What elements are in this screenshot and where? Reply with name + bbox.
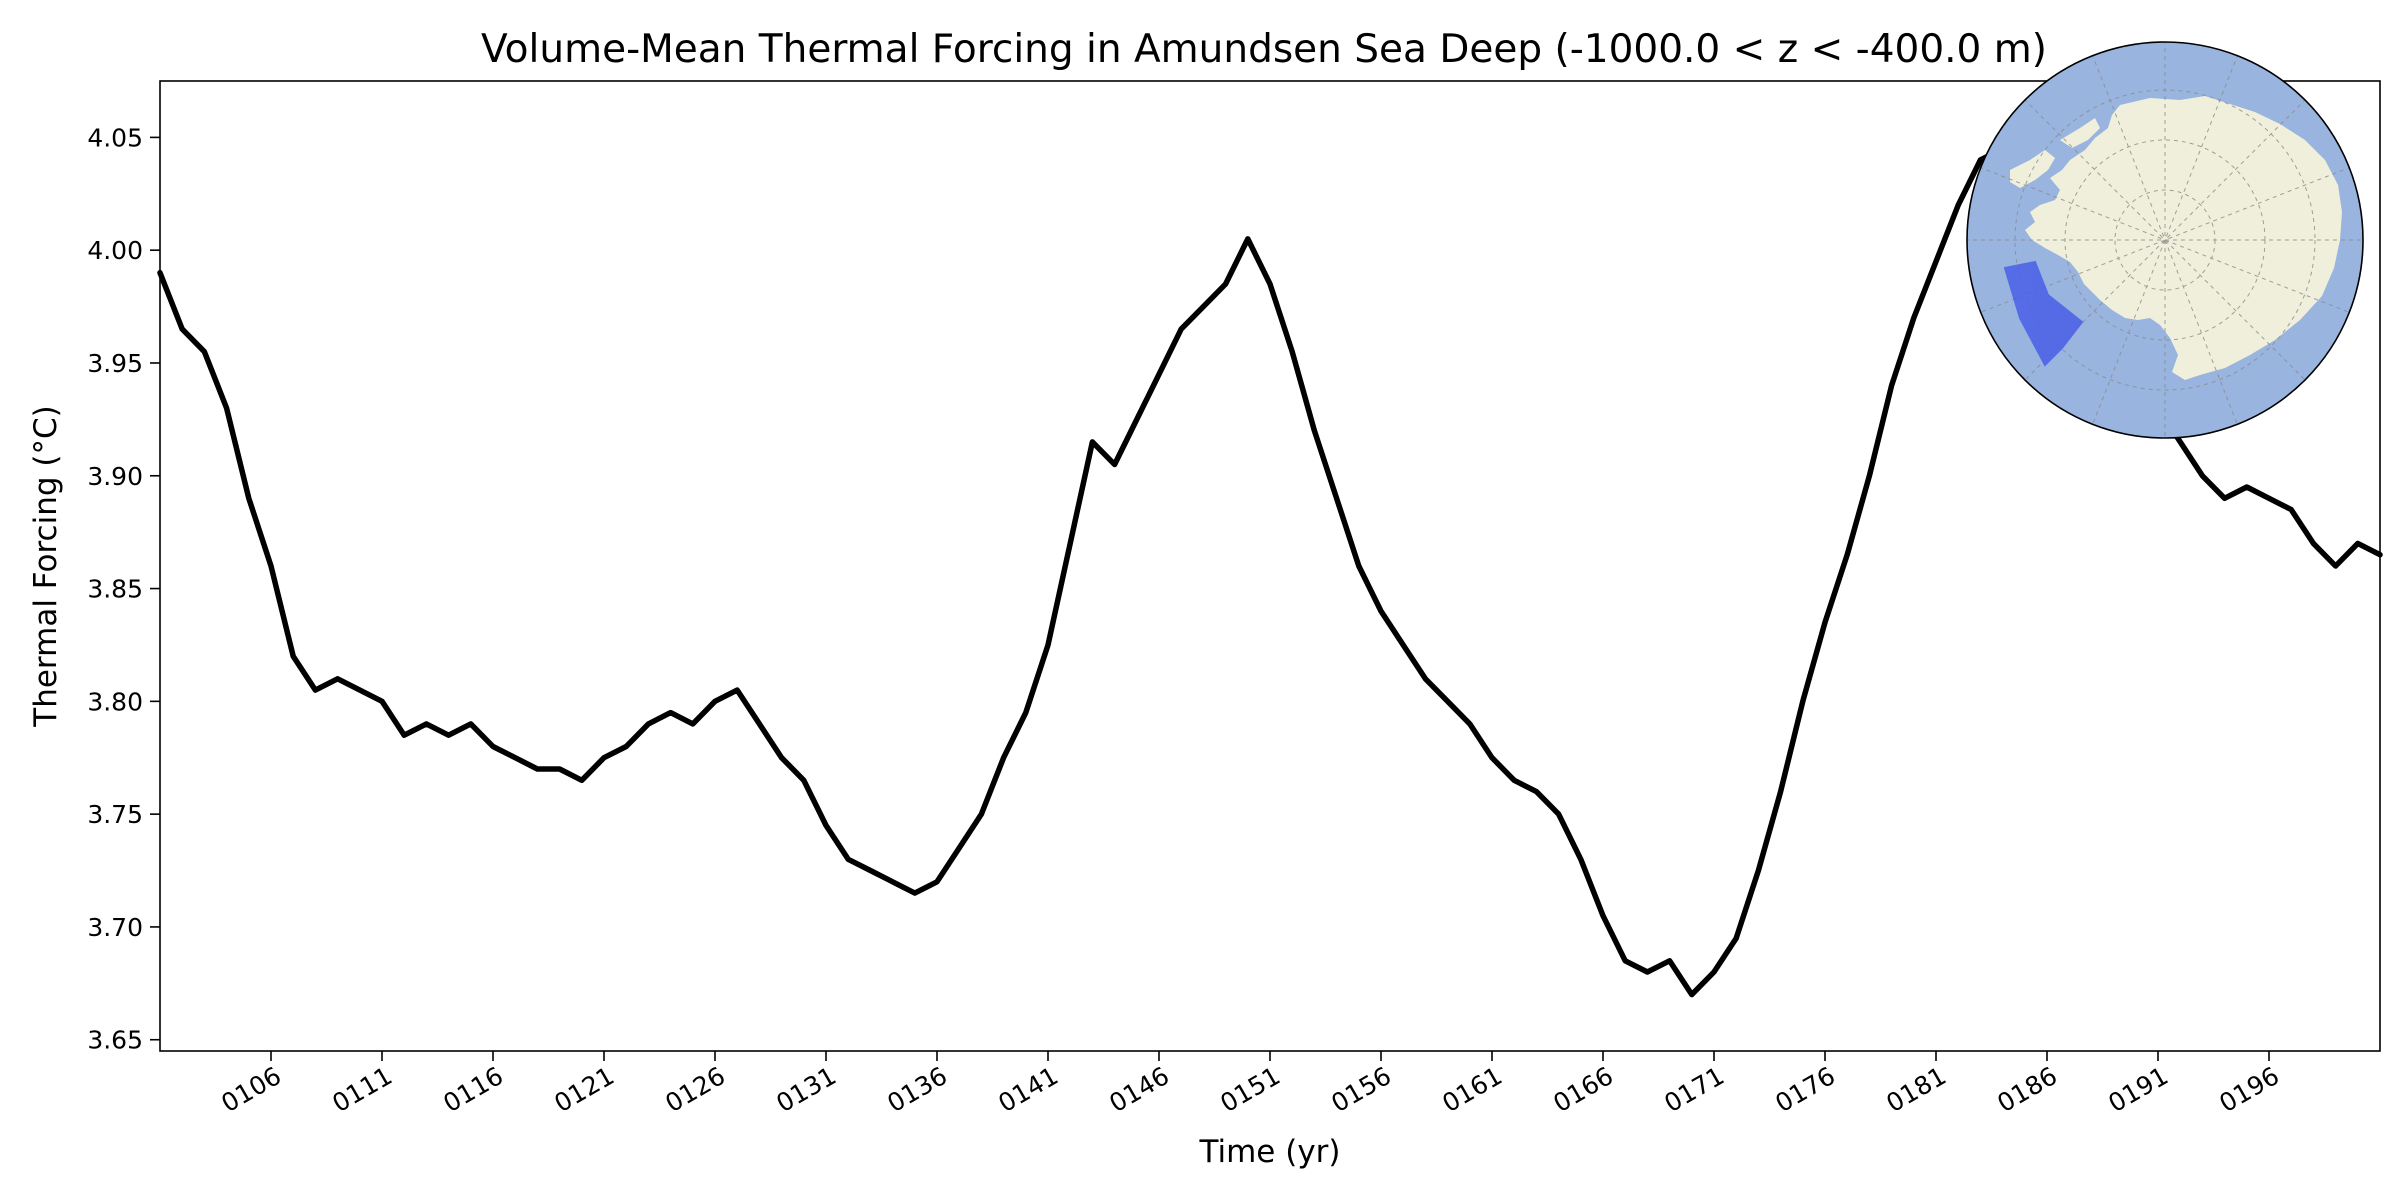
inset-map-antarctica [1966,41,2364,439]
x-tick-label: 0146 [1104,1061,1174,1118]
x-tick-label: 0141 [993,1061,1063,1118]
x-tick-label: 0186 [1992,1061,2062,1118]
x-tick-label: 0196 [2214,1061,2284,1118]
y-tick-label: 3.70 [87,913,143,942]
antarctica-landmass-icon [2010,96,2342,380]
y-axis-label: Thermal Forcing (°C) [28,405,64,727]
map-graticule [1967,42,2363,438]
x-tick-label: 0181 [1881,1061,1951,1118]
x-axis-label: Time (yr) [1199,1134,1341,1170]
x-axis: 0106 0111 0116 0121 0126 0131 0136 0141 0146 0151… [216,1051,2284,1118]
amundsen-sea-region [2003,260,2084,367]
y-tick-label: 3.85 [87,575,143,604]
y-tick-label: 3.80 [87,687,143,716]
y-tick-label: 3.75 [87,800,143,829]
x-tick-label: 0156 [1326,1061,1396,1118]
y-tick-label: 3.90 [87,462,143,491]
x-tick-label: 0111 [327,1061,397,1118]
x-tick-label: 0116 [438,1061,508,1118]
y-tick-label: 3.65 [87,1026,143,1055]
x-tick-label: 0106 [216,1061,286,1118]
x-tick-label: 0161 [1437,1061,1507,1118]
x-tick-label: 0126 [660,1061,730,1118]
map-border [1966,41,2364,439]
y-tick-label: 3.95 [87,349,143,378]
x-tick-label: 0136 [882,1061,952,1118]
x-tick-label: 0121 [549,1061,619,1118]
chart-title: Volume-Mean Thermal Forcing in Amundsen … [481,27,2047,72]
y-axis: 3.65 3.70 3.75 3.80 3.85 3.90 3.95 4.00 4.05 [87,123,160,1055]
x-tick-label: 0151 [1215,1061,1285,1118]
y-tick-label: 4.05 [87,123,143,152]
x-tick-label: 0191 [2103,1061,2173,1118]
y-tick-label: 4.00 [87,236,143,265]
x-tick-label: 0171 [1659,1061,1729,1118]
x-tick-label: 0131 [771,1061,841,1118]
x-tick-label: 0176 [1770,1061,1840,1118]
x-tick-label: 0166 [1548,1061,1618,1118]
